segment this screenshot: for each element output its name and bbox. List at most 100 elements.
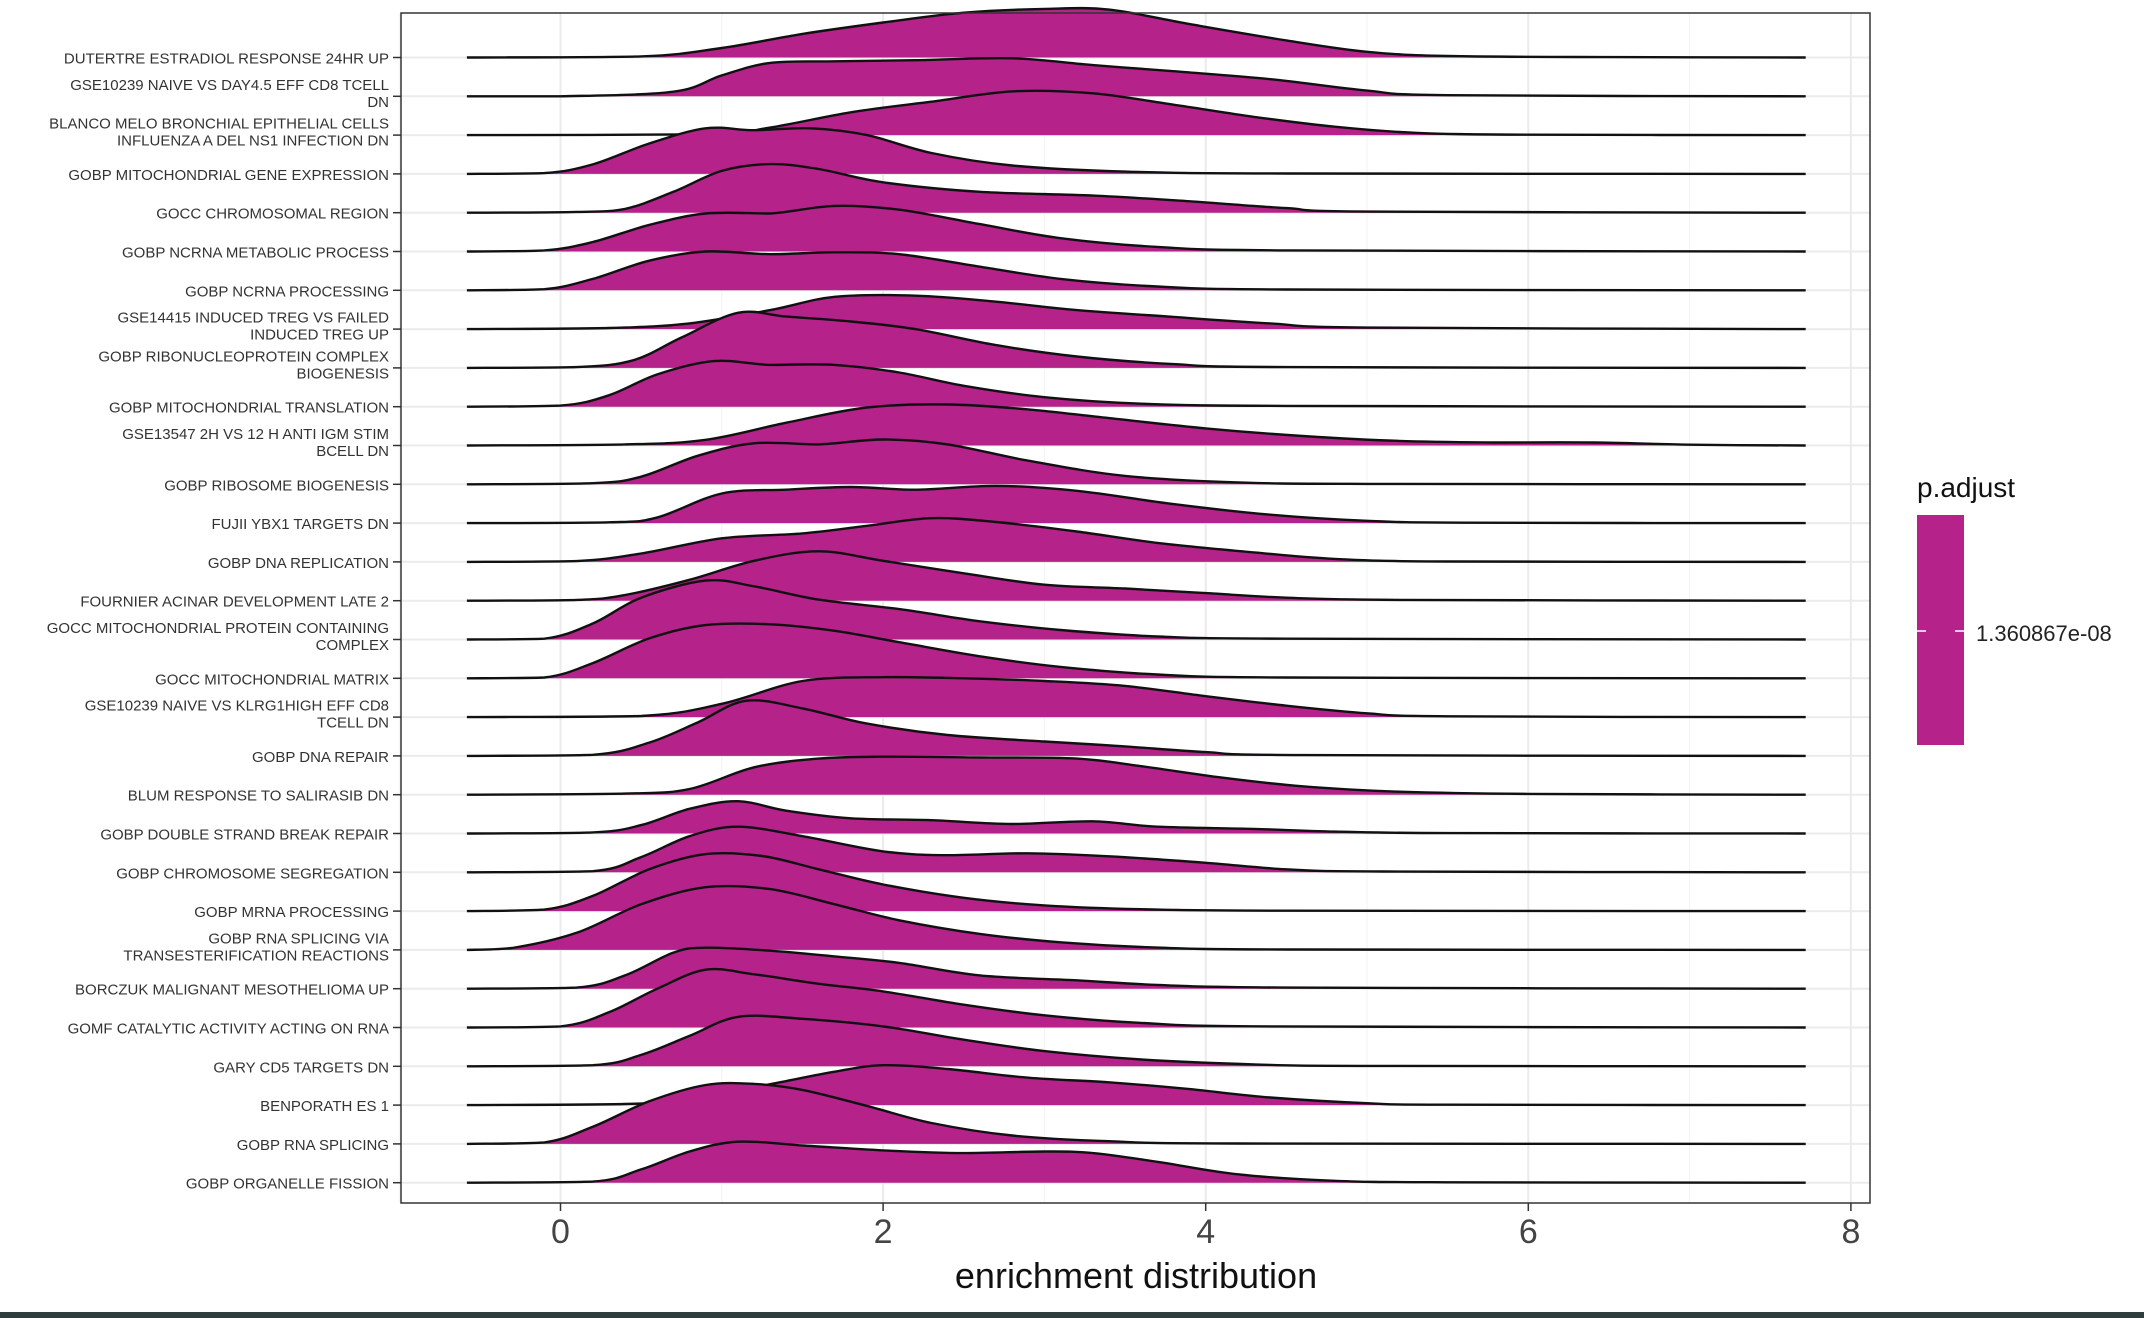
ridge-fill <box>466 1015 1806 1067</box>
y-tick-label: GOBP ORGANELLE FISSION <box>186 1176 389 1193</box>
ridge-fill <box>466 1083 1806 1144</box>
y-tick-label: GOBP RNA SPLICING <box>237 1137 389 1154</box>
ridge-fill <box>466 404 1806 446</box>
ridge-outline <box>466 56 1806 98</box>
ridge-7 <box>466 250 1806 292</box>
ridge-fill <box>466 623 1806 679</box>
ridge-20 <box>466 755 1806 796</box>
y-tick-label: GOBP MITOCHONDRIAL GENE EXPRESSION <box>68 167 389 184</box>
y-tick-label: GOMF CATALYTIC ACTIVITY ACTING ON RNA <box>68 1021 389 1038</box>
y-tick-label: GOBP MRNA PROCESSING <box>194 904 389 921</box>
ridge-14 <box>466 516 1806 564</box>
ridge-30 <box>466 1140 1806 1184</box>
ridge-9 <box>466 310 1806 370</box>
ridge-10 <box>466 359 1806 408</box>
y-tick-label: FOURNIER ACINAR DEVELOPMENT LATE 2 <box>80 594 389 611</box>
ridge-fill <box>466 947 1806 989</box>
ridge-outline <box>466 484 1806 525</box>
ridge-outline <box>466 851 1806 913</box>
ridge-outline <box>466 162 1806 214</box>
x-tick-label: 4 <box>1196 1213 1215 1251</box>
y-tick-label: GOBP DNA REPLICATION <box>208 555 389 572</box>
ridge-outline <box>466 699 1806 758</box>
ridge-fill <box>466 756 1806 795</box>
ridge-fill <box>466 251 1806 291</box>
y-tick-label: GOBP CHROMOSOME SEGREGATION <box>116 865 389 882</box>
y-tick-label: GSE10239 NAIVE VS KLRG1HIGH EFF CD8 <box>85 698 389 715</box>
y-tick-label: GOBP RIBONUCLEOPROTEIN COMPLEX <box>98 348 389 365</box>
ridge-13 <box>466 484 1806 525</box>
y-axis: DUTERTRE ESTRADIOL RESPONSE 24HR UP GSE10… <box>47 51 401 1193</box>
ridge-fill <box>466 360 1806 407</box>
x-tick-label: 6 <box>1519 1213 1538 1251</box>
y-tick-label: GOBP DOUBLE STRAND BREAK REPAIR <box>100 827 389 844</box>
y-tick-label: BIOGENESIS <box>296 365 389 382</box>
y-tick-label: TRANSESTERIFICATION REACTIONS <box>123 947 389 964</box>
y-tick-label: GOBP DNA REPAIR <box>252 749 389 766</box>
ridge-21 <box>466 799 1806 835</box>
ridge-outline <box>466 799 1806 835</box>
ridge-fill <box>466 58 1806 97</box>
ridge-25 <box>466 946 1806 990</box>
legend-colorbar <box>1917 515 1964 745</box>
ridge-12 <box>466 438 1806 486</box>
y-tick-label: GSE13547 2H VS 12 H ANTI IGM STIM <box>122 426 389 443</box>
y-tick-label: BLANCO MELO BRONCHIAL EPITHELIAL CELLS <box>49 116 389 133</box>
ridge-24 <box>466 884 1806 952</box>
y-tick-label: GOBP NCRNA PROCESSING <box>185 283 389 300</box>
ridge-5 <box>466 162 1806 214</box>
ridge-outline <box>466 310 1806 370</box>
ridge-fill <box>466 969 1806 1028</box>
ridge-outline <box>466 755 1806 796</box>
bottom-edge-strip <box>0 1312 2144 1318</box>
y-tick-label: DUTERTRE ESTRADIOL RESPONSE 24HR UP <box>64 51 389 68</box>
ridge-outline <box>466 884 1806 952</box>
ridge-6 <box>466 204 1806 253</box>
x-axis: 0 2 4 6 8 <box>551 1203 1860 1251</box>
x-tick-label: 2 <box>874 1213 893 1251</box>
ridge-fill <box>466 164 1806 213</box>
y-tick-label: DN <box>367 94 389 111</box>
ridge-outline <box>466 578 1806 641</box>
ridge-11 <box>466 403 1806 447</box>
ridge-outline <box>466 204 1806 253</box>
ridge-fill <box>466 826 1806 873</box>
ridge-fill <box>466 580 1806 640</box>
ridge-outline <box>466 1140 1806 1184</box>
y-tick-label: GSE10239 NAIVE VS DAY4.5 EFF CD8 TCELL <box>70 77 389 94</box>
ridge-fill <box>466 8 1806 58</box>
ridge-outline <box>466 622 1806 680</box>
ridge-fill <box>466 1141 1806 1183</box>
y-tick-label: GOBP NCRNA METABOLIC PROCESS <box>122 245 389 262</box>
ridge-outline <box>466 126 1806 176</box>
ridge-outline <box>466 6 1806 59</box>
ridge-fill <box>466 551 1806 601</box>
legend: p.adjust 1.360867e-08 <box>1917 472 2112 745</box>
y-tick-label: GOBP MITOCHONDRIAL TRANSLATION <box>109 400 389 417</box>
y-tick-label: GARY CD5 TARGETS DN <box>213 1059 389 1076</box>
y-tick-label: GSE14415 INDUCED TREG VS FAILED <box>118 310 390 327</box>
legend-label: 1.360867e-08 <box>1976 621 2112 646</box>
x-tick-label: 0 <box>551 1213 570 1251</box>
x-tick-label: 8 <box>1841 1213 1860 1251</box>
ridge-fill <box>466 127 1806 174</box>
ridge-outline <box>466 967 1806 1029</box>
ridge-26 <box>466 967 1806 1029</box>
ridge-outline <box>466 946 1806 990</box>
y-tick-label: GOCC MITOCHONDRIAL MATRIX <box>155 671 389 688</box>
y-tick-label: GOBP RIBOSOME BIOGENESIS <box>164 477 389 494</box>
ridge-outline <box>466 438 1806 486</box>
ridge-outline <box>466 359 1806 408</box>
ridge-fill <box>466 205 1806 252</box>
ridge-fill <box>466 311 1806 368</box>
ridge-outline <box>466 825 1806 874</box>
ridge-27 <box>466 1014 1806 1068</box>
ridge-2 <box>466 56 1806 98</box>
ridge-outline <box>466 516 1806 564</box>
y-tick-label: BCELL DN <box>316 443 389 460</box>
ridge-fill <box>466 439 1806 485</box>
y-tick-label: INFLUENZA A DEL NS1 INFECTION DN <box>117 133 389 150</box>
ridge-outline <box>466 550 1806 602</box>
ridge-outline <box>466 250 1806 292</box>
